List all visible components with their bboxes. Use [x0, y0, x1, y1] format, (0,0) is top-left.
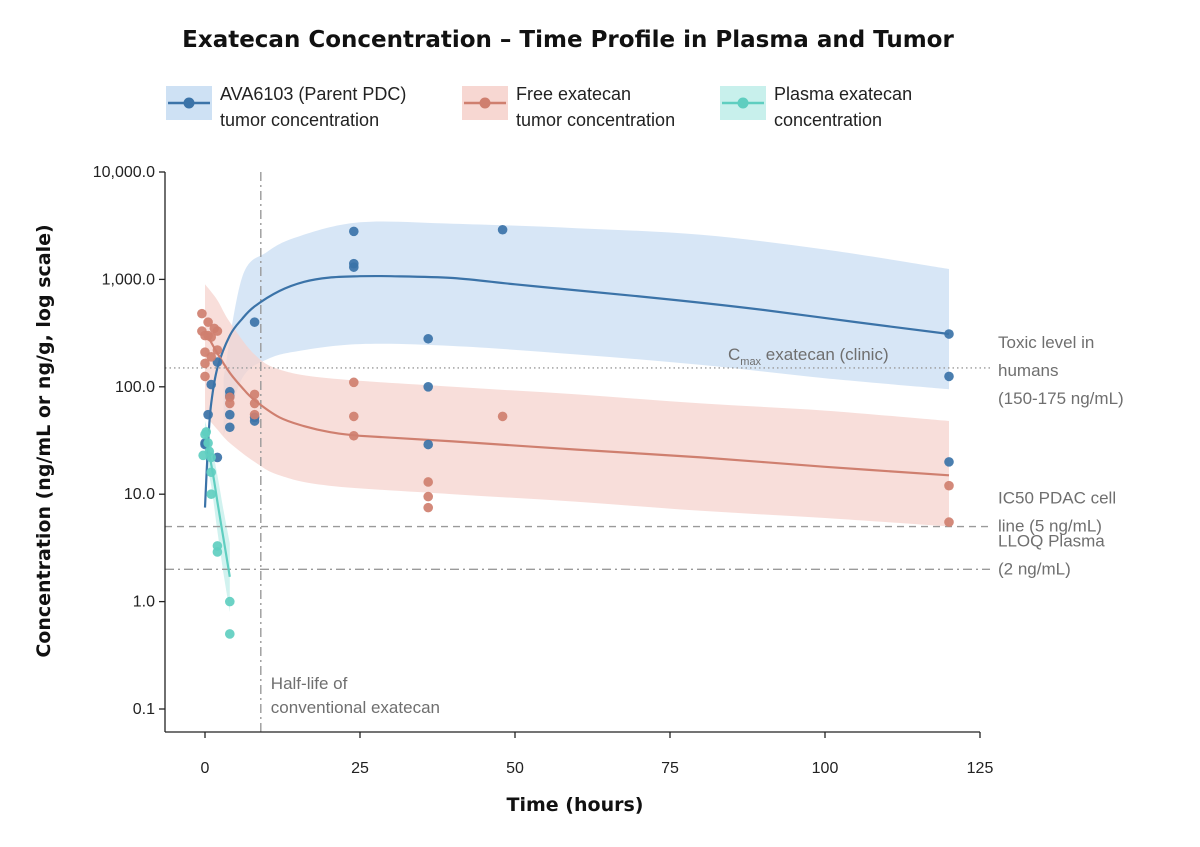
y-tick-label: 10,000.0 [93, 164, 155, 181]
data-point-series-2 [249, 389, 260, 400]
data-point-series-2 [497, 411, 508, 422]
data-point-series-1 [944, 457, 954, 467]
ref-label: line (5 ng/mL) [998, 517, 1102, 536]
reference-lines [165, 172, 990, 732]
ref-label: (150-175 ng/mL) [998, 389, 1124, 408]
y-tick-label: 10.0 [124, 486, 155, 503]
data-point-series-2 [212, 326, 223, 336]
legend-swatch-marker [479, 97, 491, 109]
fit-curve-series-1 [203, 274, 950, 508]
data-point-series-1 [225, 422, 235, 433]
legend-label: tumor concentration [220, 110, 379, 130]
x-tick-label: 75 [661, 760, 679, 777]
half-life-label: conventional exatecan [271, 698, 440, 717]
data-point-series-1 [203, 409, 213, 420]
data-point-series-3 [206, 489, 216, 500]
band-series-1 [223, 221, 950, 436]
data-point-series-2 [249, 409, 260, 420]
data-point-series-1 [423, 333, 434, 344]
data-point-series-2 [944, 517, 954, 527]
data-point-series-2 [349, 430, 359, 441]
ref-label: humans [998, 361, 1058, 380]
data-point-series-2 [944, 480, 954, 491]
data-point-series-3 [206, 452, 216, 463]
legend-label: Free exatecan [516, 84, 631, 104]
data-points [197, 224, 954, 639]
data-point-series-3 [225, 596, 235, 607]
half-life-label: Half-life of [271, 674, 348, 693]
y-axis-label: Concentration (ng/mL or ng/g, log scale) [33, 224, 55, 657]
data-point-series-2 [203, 317, 213, 327]
data-point-series-2 [423, 477, 434, 487]
data-point-series-2 [206, 352, 216, 362]
data-point-series-1 [249, 317, 260, 327]
data-point-series-3 [201, 427, 212, 437]
legend-label: AVA6103 (Parent PDC) [220, 84, 406, 104]
x-tick-label: 100 [812, 760, 839, 777]
ref-label: IC50 PDAC cell [998, 489, 1116, 508]
chart-title: Exatecan Concentration – Time Profile in… [182, 27, 954, 53]
x-axis-label: Time (hours) [507, 794, 644, 816]
data-point-series-2 [200, 371, 210, 382]
y-tick-label: 100.0 [115, 379, 155, 396]
legend-label: Plasma exatecan [774, 84, 912, 104]
data-point-series-2 [349, 411, 359, 422]
legend-swatch-marker [183, 97, 195, 109]
cmax-label: Cmax exatecan (clinic) [728, 345, 889, 368]
ref-label: Toxic level in [998, 333, 1094, 352]
axes: 0.1 1.0 10.0 100.0 1,000.0 10,000.0 0 25 50 75 100… [93, 164, 994, 777]
data-point-series-2 [206, 332, 216, 342]
x-tick-label: 50 [506, 760, 524, 777]
y-tick-label: 1.0 [133, 594, 155, 611]
ref-label: (2 ng/mL) [998, 559, 1071, 578]
data-point-series-2 [249, 398, 260, 409]
legend-label: concentration [774, 110, 882, 130]
x-tick-label: 25 [351, 760, 369, 777]
data-point-series-3 [206, 467, 216, 478]
data-point-series-2 [349, 377, 359, 388]
x-tick-label: 0 [201, 760, 210, 777]
data-point-series-2 [423, 491, 434, 502]
y-tick-label: 0.1 [133, 701, 155, 718]
data-point-series-3 [212, 547, 223, 557]
data-point-series-2 [200, 358, 210, 369]
data-point-series-1 [497, 224, 508, 235]
data-point-series-1 [206, 379, 216, 390]
ref-label: LLOQ Plasma [998, 531, 1105, 550]
data-point-series-3 [203, 438, 213, 448]
legend-label: tumor concentration [516, 110, 675, 130]
legend-swatch-marker [737, 97, 749, 109]
data-point-series-1 [423, 439, 434, 450]
data-point-series-1 [944, 371, 954, 382]
y-tick-label: 1,000.0 [102, 271, 155, 288]
x-tick-label: 125 [967, 760, 994, 777]
data-point-series-1 [225, 409, 235, 420]
data-point-series-2 [225, 398, 235, 409]
data-point-series-1 [944, 329, 954, 339]
data-point-series-2 [197, 308, 207, 319]
data-point-series-1 [349, 262, 359, 272]
data-point-series-1 [349, 226, 359, 237]
fit-curve-series-2 [204, 330, 950, 477]
data-point-series-2 [212, 345, 223, 355]
annotations: Toxic level in humans (150-175 ng/mL) Cmax … [271, 333, 1124, 717]
data-point-series-1 [423, 382, 434, 392]
data-point-series-3 [225, 629, 235, 639]
data-point-series-2 [423, 502, 434, 513]
band-series-2 [205, 284, 949, 527]
legend: AVA6103 (Parent PDC) tumor concentration F… [166, 84, 912, 130]
